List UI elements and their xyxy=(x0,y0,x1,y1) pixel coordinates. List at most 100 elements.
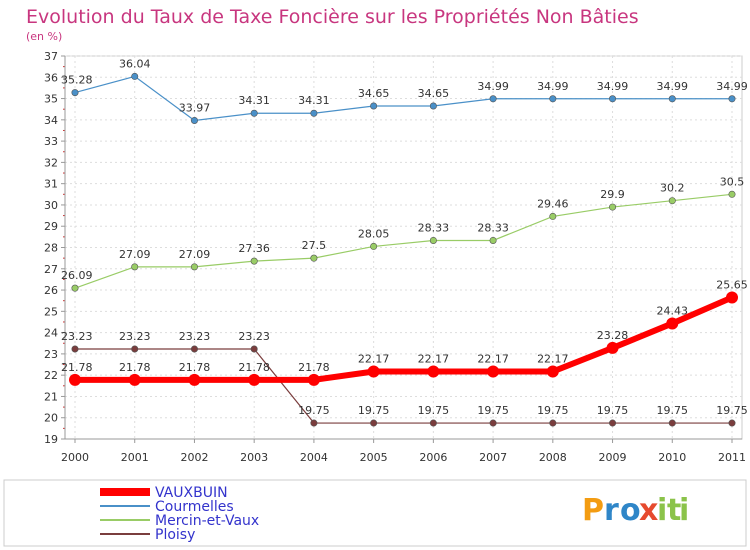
data-point xyxy=(310,254,318,262)
data-label: 27.36 xyxy=(238,242,270,255)
data-point xyxy=(609,419,617,427)
data-point xyxy=(728,95,736,103)
data-label: 34.65 xyxy=(418,87,450,100)
data-point xyxy=(549,95,557,103)
data-label: 19.75 xyxy=(358,404,390,417)
x-tick-label: 2007 xyxy=(479,451,507,464)
data-point xyxy=(489,95,497,103)
data-point xyxy=(310,419,318,427)
x-tick-label: 2001 xyxy=(121,451,149,464)
data-point xyxy=(668,419,676,427)
y-tick-label: 34 xyxy=(44,114,58,127)
x-tick-label: 2003 xyxy=(240,451,268,464)
data-point xyxy=(487,365,500,378)
data-point xyxy=(250,109,258,117)
logo-letter: i xyxy=(679,493,689,528)
data-label: 23.28 xyxy=(597,329,629,342)
data-label: 33.97 xyxy=(179,101,211,114)
data-label: 29.9 xyxy=(600,188,625,201)
data-label: 19.75 xyxy=(657,404,689,417)
data-point xyxy=(370,102,378,110)
data-point xyxy=(666,317,679,330)
y-tick-label: 30 xyxy=(44,199,58,212)
y-tick-label: 33 xyxy=(44,135,58,148)
y-tick-label: 26 xyxy=(44,284,58,297)
data-point xyxy=(429,102,437,110)
legend-label: Mercin-et-Vaux xyxy=(155,513,259,529)
legend-label: Ploisy xyxy=(155,527,195,543)
y-tick-label: 24 xyxy=(44,327,58,340)
data-label: 34.99 xyxy=(597,80,629,93)
logo-letter: r xyxy=(604,493,619,528)
data-point xyxy=(429,236,437,244)
data-label: 36.04 xyxy=(119,57,151,70)
x-tick-label: 2009 xyxy=(599,451,627,464)
data-label: 34.31 xyxy=(238,94,270,107)
legend-label: Courmelles xyxy=(155,499,234,515)
logo-letter: x xyxy=(639,493,658,528)
data-label: 23.23 xyxy=(61,330,93,343)
logo-letter: o xyxy=(620,493,641,528)
data-label: 34.65 xyxy=(358,87,390,100)
y-tick-label: 37 xyxy=(44,50,58,63)
data-label: 21.78 xyxy=(61,361,93,374)
data-label: 19.75 xyxy=(597,404,629,417)
data-point xyxy=(370,419,378,427)
data-label: 29.46 xyxy=(537,197,569,210)
data-label: 30.2 xyxy=(660,182,685,195)
logo-letter: i xyxy=(657,493,667,528)
data-label: 19.75 xyxy=(477,404,509,417)
data-point xyxy=(367,365,380,378)
data-point xyxy=(546,365,559,378)
data-point xyxy=(310,109,318,117)
y-tick-label: 21 xyxy=(44,390,58,403)
data-point xyxy=(190,116,198,124)
plot-frame xyxy=(64,55,743,440)
data-point xyxy=(131,263,139,271)
data-point xyxy=(609,95,617,103)
data-label: 35.28 xyxy=(61,74,93,87)
data-label: 21.78 xyxy=(298,361,330,374)
data-label: 23.23 xyxy=(179,330,211,343)
data-point xyxy=(549,212,557,220)
legend-label: VAUXBUIN xyxy=(155,485,228,501)
data-label: 19.75 xyxy=(298,404,330,417)
x-tick-label: 2008 xyxy=(539,451,567,464)
series-line-vauxbuin xyxy=(75,294,734,383)
series-line-mercin-et-vaux xyxy=(74,193,733,289)
data-label: 30.5 xyxy=(720,175,745,188)
data-point xyxy=(370,242,378,250)
data-point xyxy=(549,419,557,427)
data-point xyxy=(131,72,139,80)
data-point xyxy=(248,373,261,386)
data-label: 22.17 xyxy=(477,353,509,366)
y-tick-label: 29 xyxy=(44,220,58,233)
data-label: 23.23 xyxy=(238,330,270,343)
data-point xyxy=(307,373,320,386)
data-label: 34.99 xyxy=(537,80,569,93)
data-label: 27.5 xyxy=(302,239,327,252)
data-point xyxy=(131,345,139,353)
y-tick-label: 28 xyxy=(44,242,58,255)
axis-layer: 19 20 21 22 23 24 25 26 27 28 29 30 31 32 33 34 35 36 37 20… xyxy=(44,50,746,464)
y-tick-label: 31 xyxy=(44,178,58,191)
data-point xyxy=(427,365,440,378)
data-point xyxy=(728,419,736,427)
x-tick-label: 2006 xyxy=(419,451,447,464)
data-point xyxy=(609,203,617,211)
data-point xyxy=(71,89,79,97)
data-point xyxy=(71,284,79,292)
y-tick-label: 19 xyxy=(44,433,58,446)
logo-letter: t xyxy=(667,493,681,528)
data-point xyxy=(606,341,619,354)
data-label: 21.78 xyxy=(119,361,151,374)
data-label: 34.99 xyxy=(716,80,748,93)
y-tick-label: 35 xyxy=(44,93,58,106)
data-point xyxy=(668,95,676,103)
y-tick-label: 36 xyxy=(44,71,58,84)
y-tick-label: 32 xyxy=(44,156,58,169)
data-point xyxy=(489,236,497,244)
